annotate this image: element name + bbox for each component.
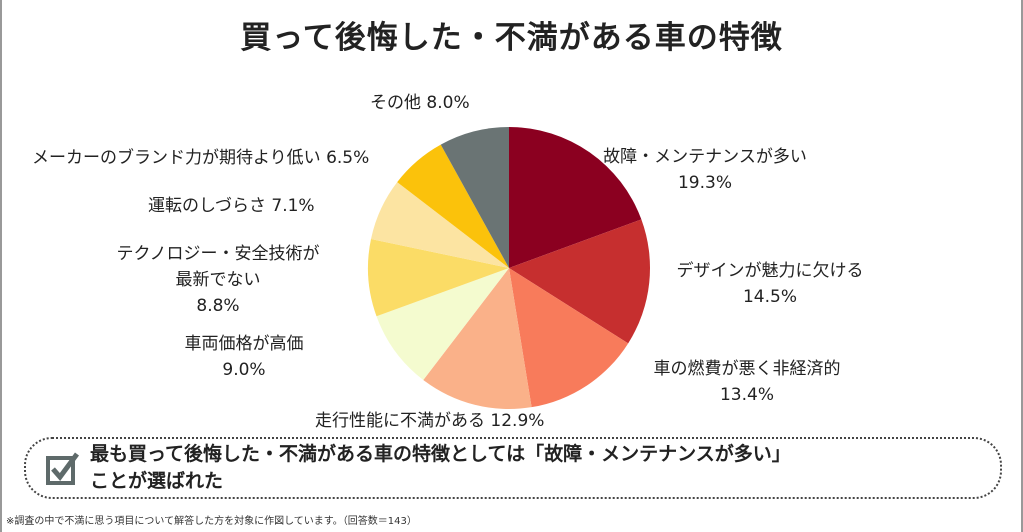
- label-breakdown: 故障・メンテナンスが多い 19.3%: [603, 147, 807, 193]
- label-other: その他 8.0%: [370, 93, 470, 113]
- callout-box: [24, 437, 1002, 499]
- pie-slice-5: [368, 239, 509, 317]
- label-technology: テクノロジー・安全技術が 最新でない 8.8%: [116, 244, 320, 316]
- label-drivability: 運転のしづらさ 7.1%: [148, 196, 315, 216]
- pie-slice-1: [509, 219, 651, 344]
- pie-slice-0: [509, 127, 642, 268]
- label-performance: 走行性能に不満がある 12.9%: [315, 411, 545, 431]
- pie-slice-3: [423, 268, 532, 409]
- label-price: 車両価格が高価 9.0%: [184, 334, 304, 380]
- pie-slice-7: [397, 144, 509, 268]
- checkbox-checked-icon: [46, 452, 80, 485]
- label-design: デザインが魅力に欠ける 14.5%: [676, 261, 864, 307]
- label-brand: メーカーのブランド力が期待より低い 6.5%: [32, 148, 370, 168]
- label-fuel: 車の燃費が悪く非経済的 13.4%: [653, 359, 841, 405]
- pie-slice-8: [440, 127, 509, 268]
- footnote: ※調査の中で不満に思う項目について解答した方を対象に作図しています。（回答数＝1…: [6, 516, 417, 527]
- pie-slice-4: [376, 268, 509, 380]
- pie-slice-2: [509, 268, 629, 408]
- pie-slice-6: [371, 182, 509, 268]
- chart-title: 買って後悔した・不満がある車の特徴: [240, 20, 783, 56]
- callout-text: 最も買って後悔した・不満がある車の特徴としては「故障・メンテナンスが多い」 ことが…: [90, 443, 791, 492]
